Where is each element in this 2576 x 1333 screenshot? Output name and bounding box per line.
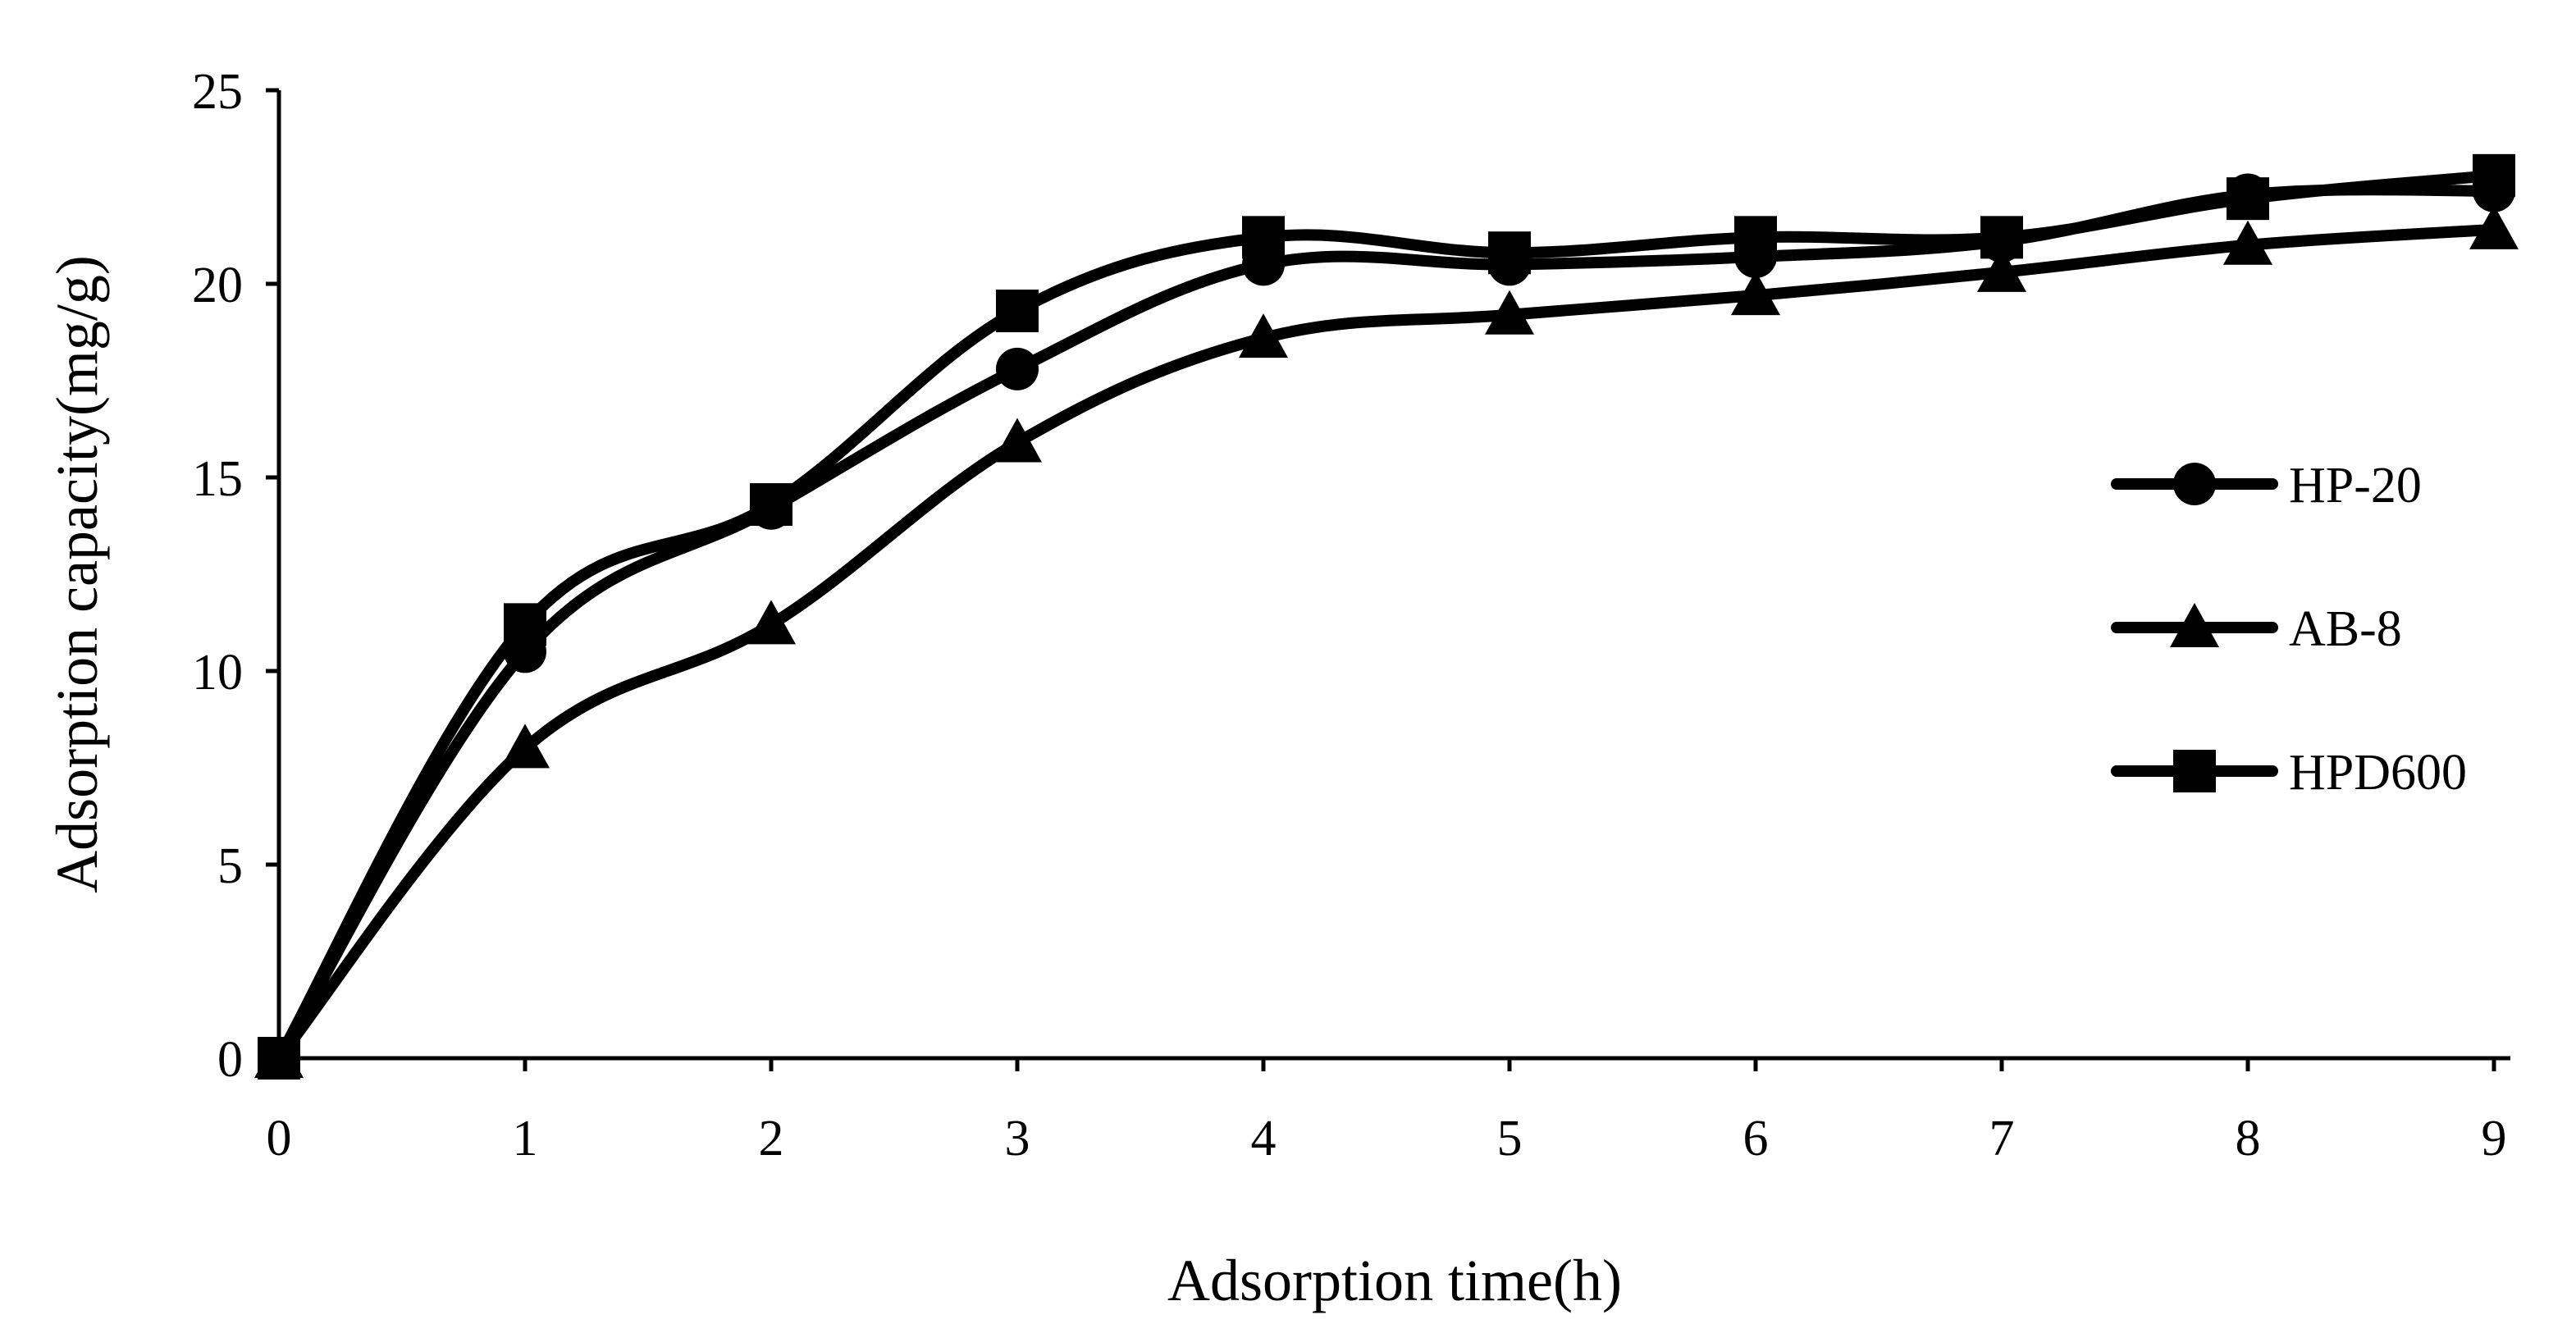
data-point-hpd600 — [1734, 216, 1777, 259]
data-point-ab-8 — [1731, 271, 1780, 316]
legend-item-hpd600: HPD600 — [2111, 745, 2467, 801]
legend-item-hp-20: HP-20 — [2111, 458, 2422, 514]
x-tick-label: 3 — [1005, 1111, 1030, 1166]
data-point-ab-8 — [993, 418, 1042, 463]
data-point-ab-8 — [1485, 290, 1534, 335]
ticks: 0 5 10 15 20 25 0 1 2 3 4 5 6 7 8 9 — [192, 64, 2507, 1166]
series — [254, 153, 2519, 1080]
legend-marker-hpd600 — [2173, 750, 2216, 792]
legend: HP-20 AB-8 HPD600 — [2111, 458, 2467, 801]
axes — [276, 90, 2510, 1061]
data-point-hpd600 — [1242, 216, 1285, 259]
x-tick-label: 8 — [2236, 1111, 2261, 1166]
data-point-hpd600 — [750, 483, 792, 527]
data-point-ab-8 — [747, 600, 796, 645]
x-tick-label: 1 — [513, 1111, 538, 1166]
x-tick-label: 7 — [1989, 1111, 2015, 1166]
data-point-ab-8 — [2469, 204, 2519, 249]
data-point-ab-8 — [2223, 220, 2272, 265]
data-point-hpd600 — [258, 1037, 300, 1080]
x-axis-title: Adsorption time(h) — [1167, 1248, 1622, 1313]
data-point-hpd600 — [1488, 231, 1531, 275]
x-tick-label: 4 — [1251, 1111, 1277, 1166]
x-tick-label: 0 — [267, 1111, 292, 1166]
y-axis-title: Adsorption capacity(mg/g) — [44, 255, 110, 893]
legend-label-ab-8: AB-8 — [2289, 601, 2402, 657]
y-tick-label: 15 — [192, 451, 243, 507]
data-point-hpd600 — [2227, 177, 2269, 221]
y-tick-label: 0 — [217, 1032, 243, 1088]
series-ab-8 — [254, 204, 2519, 1078]
x-tick-label: 2 — [759, 1111, 784, 1166]
y-tick-label: 5 — [217, 838, 243, 894]
data-point-ab-8 — [1977, 247, 2026, 292]
legend-item-ab-8: AB-8 — [2111, 601, 2402, 657]
y-tick-label: 10 — [192, 645, 243, 701]
x-tick-label: 9 — [2482, 1111, 2507, 1166]
legend-label-hpd600: HPD600 — [2289, 745, 2467, 801]
legend-marker-hp-20 — [2173, 463, 2216, 505]
data-point-ab-8 — [1239, 313, 1288, 358]
legend-marker-ab-8 — [2170, 603, 2219, 647]
y-tick-label: 25 — [192, 64, 243, 120]
x-tick-label: 5 — [1497, 1111, 1523, 1166]
x-tick-label: 6 — [1743, 1111, 1769, 1166]
data-point-ab-8 — [500, 724, 550, 769]
legend-label-hp-20: HP-20 — [2289, 458, 2422, 514]
data-point-hp-20 — [996, 347, 1039, 390]
series-line-hpd600 — [273, 169, 2500, 1064]
data-point-hpd600 — [504, 603, 546, 646]
data-point-hpd600 — [2473, 153, 2515, 197]
y-tick-label: 20 — [192, 258, 243, 313]
data-point-hpd600 — [1980, 216, 2023, 259]
data-point-hpd600 — [996, 290, 1039, 333]
series-hpd600 — [258, 153, 2515, 1080]
series-line-ab-8 — [273, 223, 2500, 1064]
